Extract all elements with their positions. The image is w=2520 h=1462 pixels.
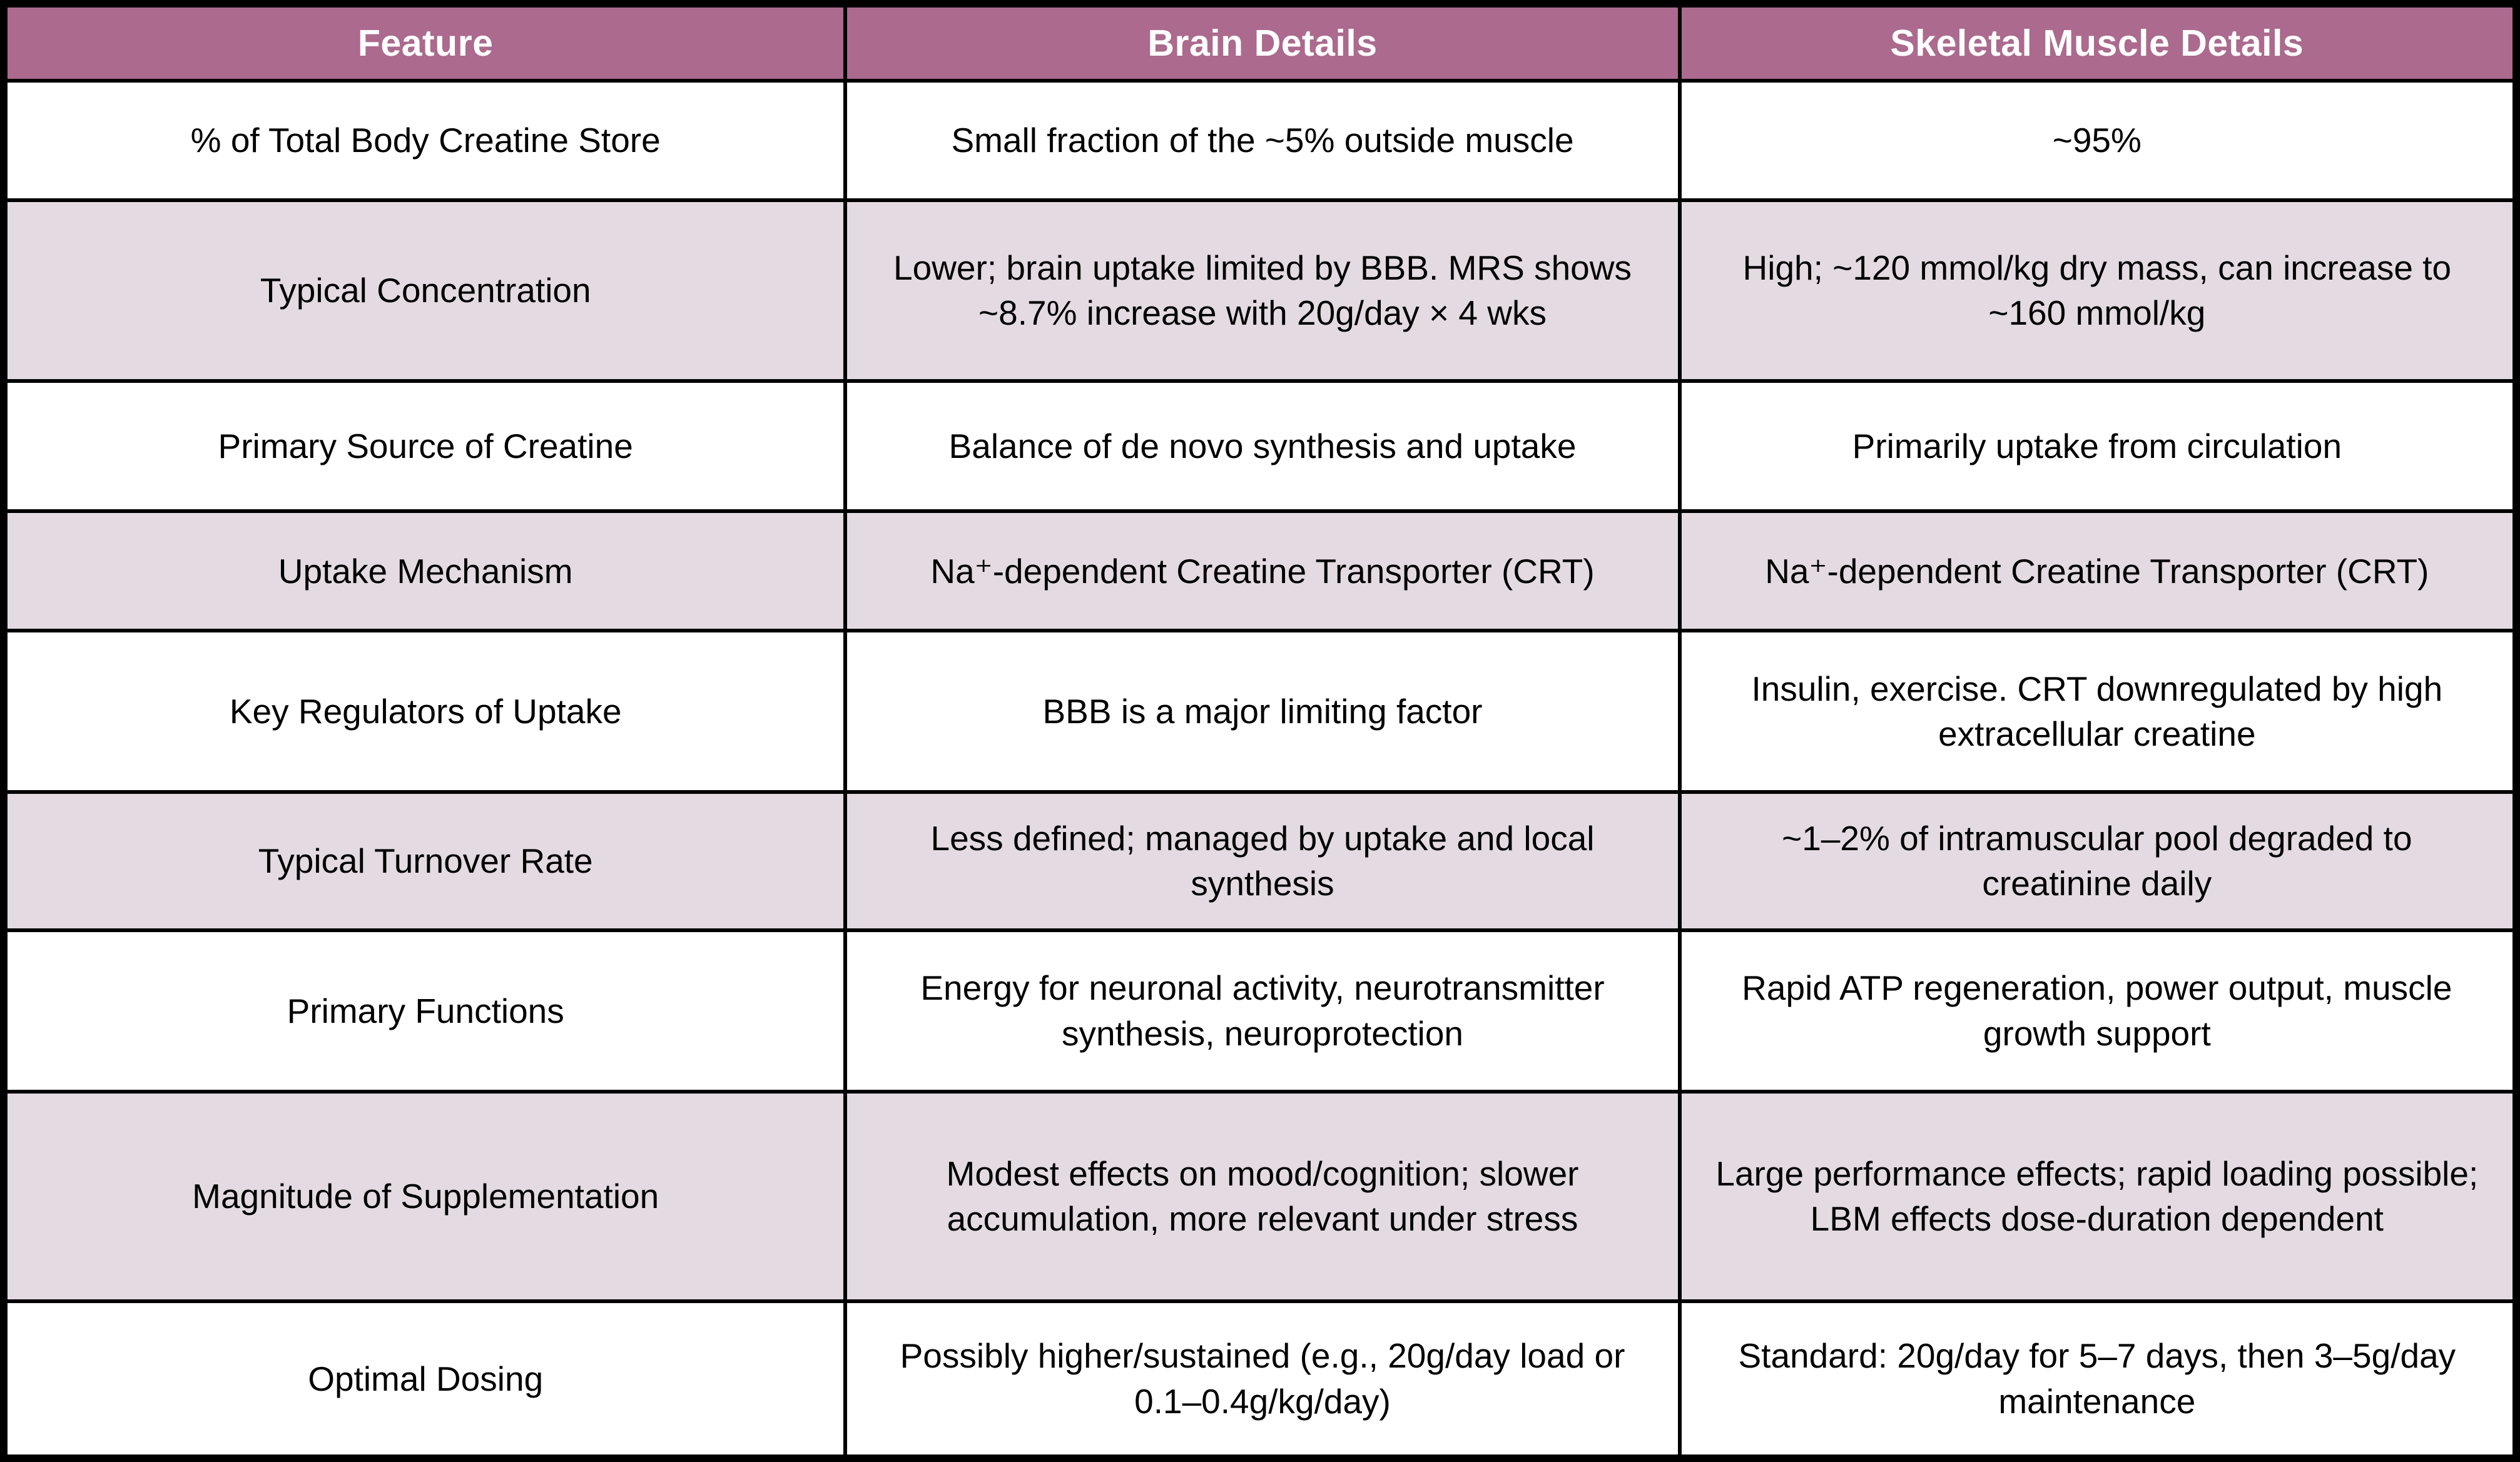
- cell-brain: Lower; brain uptake limited by BBB. MRS …: [843, 198, 1682, 383]
- cell-feature: Optimal Dosing: [1, 1299, 848, 1460]
- table-row: Optimal Dosing Possibly higher/sustained…: [1, 1299, 2519, 1460]
- table-row: Primary Functions Energy for neuronal ac…: [1, 928, 2519, 1094]
- cell-brain: Less defined; managed by uptake and loca…: [843, 790, 1682, 932]
- cell-feature: Typical Concentration: [1, 198, 848, 383]
- cell-muscle: Large performance effects; rapid loading…: [1677, 1089, 2519, 1304]
- table-row: Typical Turnover Rate Less defined; mana…: [1, 790, 2519, 932]
- cell-brain: Small fraction of the ~5% outside muscle: [843, 79, 1682, 202]
- table-row: Uptake Mechanism Na⁺-dependent Creatine …: [1, 509, 2519, 633]
- cell-muscle: High; ~120 mmol/kg dry mass, can increas…: [1677, 198, 2519, 383]
- cell-muscle: ~95%: [1677, 79, 2519, 202]
- cell-muscle: Na⁺-dependent Creatine Transporter (CRT): [1677, 509, 2519, 633]
- cell-brain: Modest effects on mood/cognition; slower…: [843, 1089, 1682, 1304]
- cell-feature: Magnitude of Supplementation: [1, 1089, 848, 1304]
- cell-feature: % of Total Body Creatine Store: [1, 79, 848, 202]
- cell-brain: BBB is a major limiting factor: [843, 629, 1682, 794]
- table-row: Typical Concentration Lower; brain uptak…: [1, 198, 2519, 383]
- table-row: Magnitude of Supplementation Modest effe…: [1, 1089, 2519, 1304]
- cell-brain: Na⁺-dependent Creatine Transporter (CRT): [843, 509, 1682, 633]
- cell-muscle: Insulin, exercise. CRT downregulated by …: [1677, 629, 2519, 794]
- cell-feature: Primary Functions: [1, 928, 848, 1094]
- cell-feature: Uptake Mechanism: [1, 509, 848, 633]
- cell-muscle: Standard: 20g/day for 5–7 days, then 3–5…: [1677, 1299, 2519, 1460]
- table-header-row: Feature Brain Details Skeletal Muscle De…: [1, 2, 2519, 83]
- cell-muscle: Primarily uptake from circulation: [1677, 378, 2519, 514]
- cell-brain: Energy for neuronal activity, neurotrans…: [843, 928, 1682, 1094]
- cell-brain: Possibly higher/sustained (e.g., 20g/day…: [843, 1299, 1682, 1460]
- cell-feature: Key Regulators of Uptake: [1, 629, 848, 794]
- table-row: Primary Source of Creatine Balance of de…: [1, 378, 2519, 514]
- column-header-brain-details: Brain Details: [843, 2, 1682, 83]
- column-header-feature: Feature: [1, 2, 848, 83]
- cell-feature: Primary Source of Creatine: [1, 378, 848, 514]
- cell-feature: Typical Turnover Rate: [1, 790, 848, 932]
- table-row: Key Regulators of Uptake BBB is a major …: [1, 629, 2519, 794]
- cell-muscle: ~1–2% of intramuscular pool degraded to …: [1677, 790, 2519, 932]
- cell-brain: Balance of de novo synthesis and uptake: [843, 378, 1682, 514]
- cell-muscle: Rapid ATP regeneration, power output, mu…: [1677, 928, 2519, 1094]
- column-header-skeletal-muscle-details: Skeletal Muscle Details: [1677, 2, 2519, 83]
- table-row: % of Total Body Creatine Store Small fra…: [1, 79, 2519, 202]
